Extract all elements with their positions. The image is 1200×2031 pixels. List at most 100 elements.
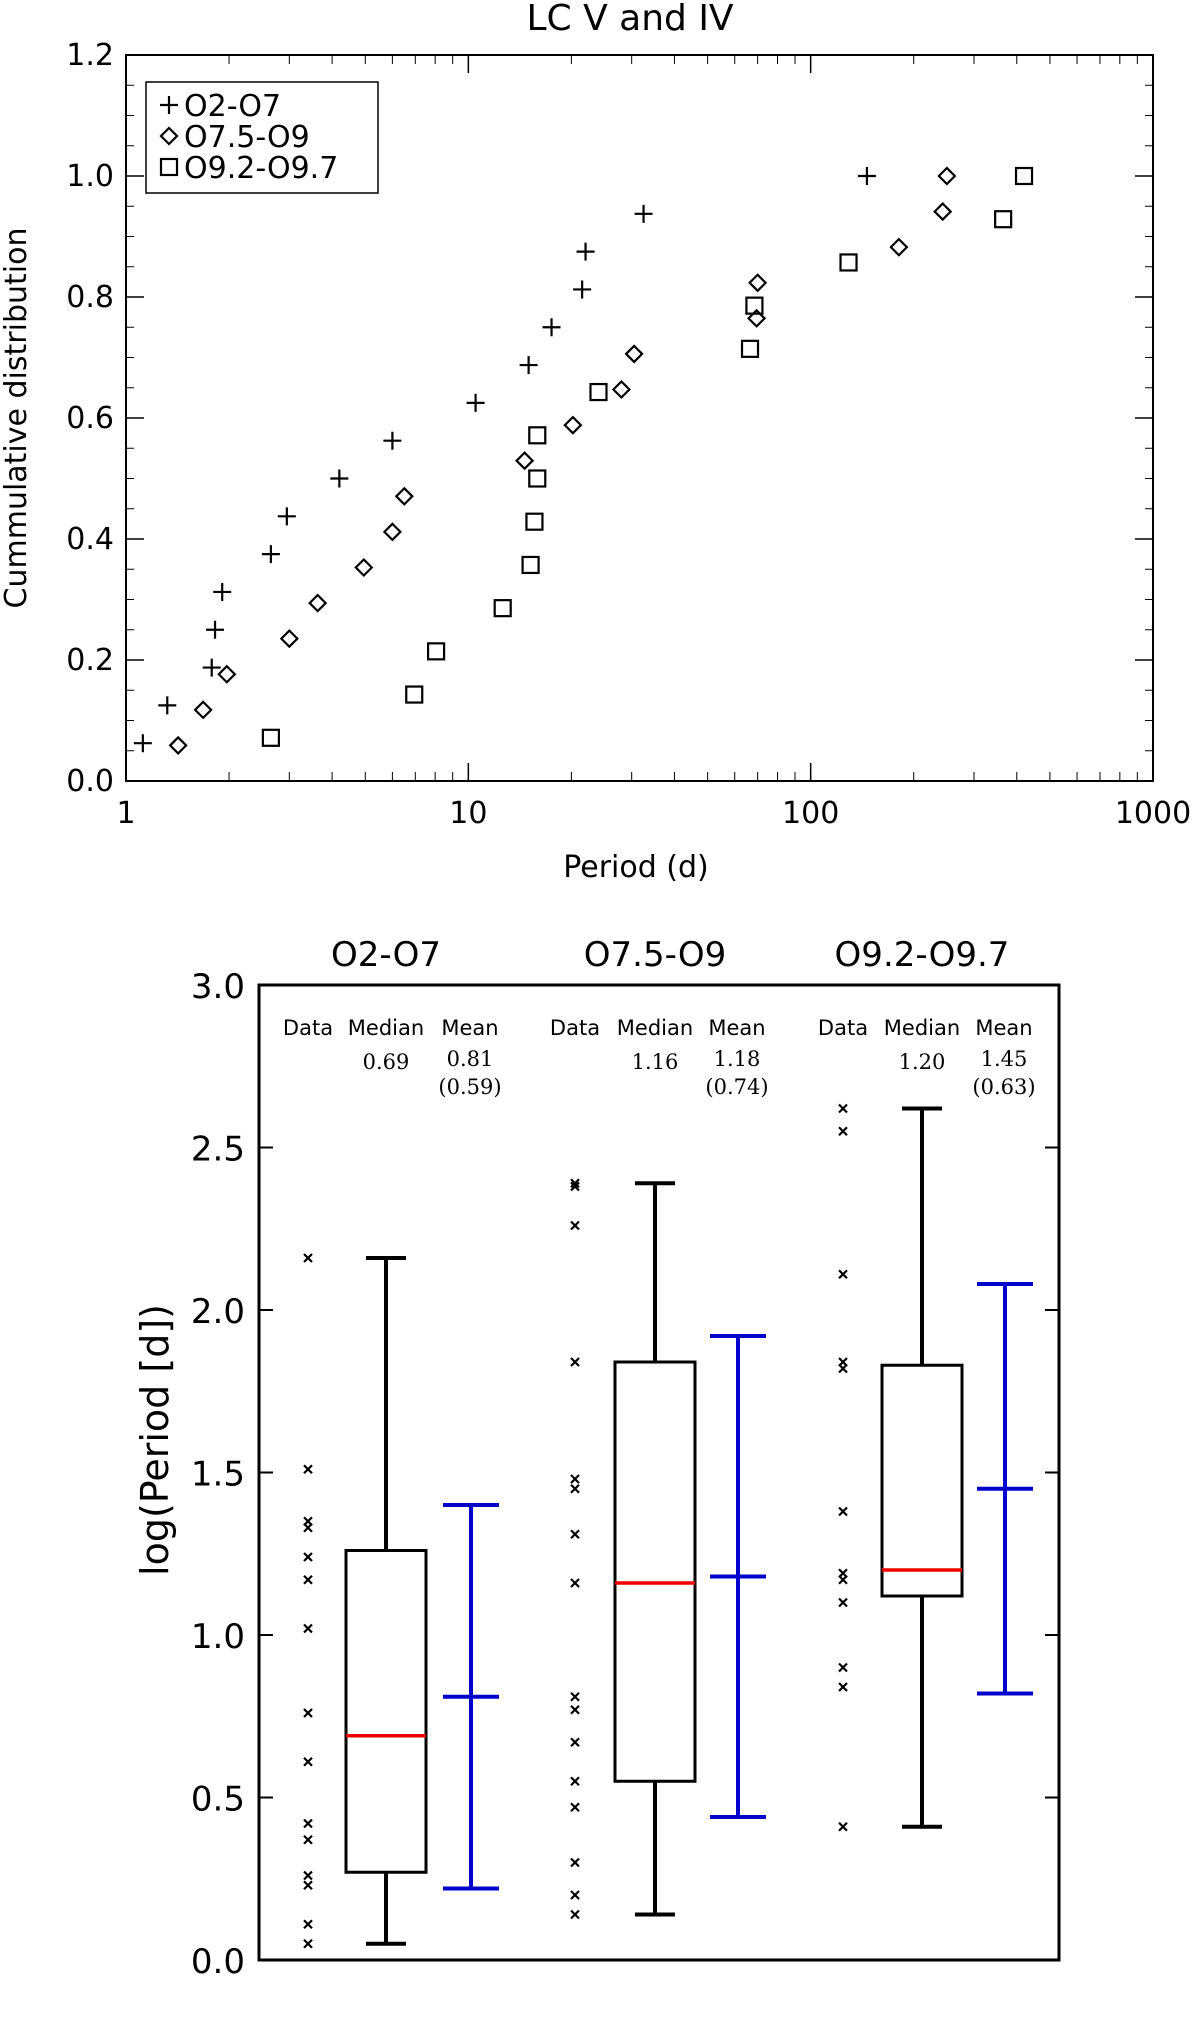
chart2-data-point bbox=[570, 1529, 580, 1540]
chart2-data-point bbox=[303, 1253, 313, 1263]
chart2-y-tick-label: 0.0 bbox=[191, 1942, 245, 1982]
boxplot-chart: log(Period [d]) 0.0 0.5 1.0 1.5 2.0 2.5 3.0 O2… bbox=[133, 935, 1061, 1982]
chart2-data-point bbox=[838, 1568, 848, 1579]
chart2-data-point bbox=[570, 1704, 580, 1715]
chart2-data-point bbox=[303, 1552, 313, 1562]
chart1-y-tick-label: 0.2 bbox=[66, 643, 114, 678]
chart2-col-header-data: Data bbox=[818, 1016, 868, 1040]
chart2-group-title: O9.2-O9.7 bbox=[835, 935, 1010, 975]
chart2-y-tick-label: 1.0 bbox=[191, 1617, 245, 1657]
chart1-point-plus bbox=[542, 318, 561, 337]
chart1-point-diamond bbox=[193, 700, 213, 720]
chart1-point-square bbox=[589, 382, 608, 402]
chart2-data-point bbox=[303, 1880, 313, 1891]
chart1-point-square bbox=[528, 426, 547, 445]
chart2-data-point bbox=[303, 1516, 313, 1527]
chart2-data-point bbox=[570, 1857, 580, 1868]
chart1-point-plus bbox=[206, 620, 225, 639]
chart1-point-plus bbox=[383, 431, 402, 450]
chart2-iqr-box bbox=[344, 1549, 428, 1874]
chart1-legend-marker-square bbox=[159, 157, 179, 177]
chart1-point-plus bbox=[634, 204, 653, 223]
chart1-point-plus bbox=[330, 469, 349, 488]
chart2-data-point bbox=[838, 1357, 848, 1367]
chart2-data-point bbox=[570, 1474, 580, 1484]
chart1-point-plus bbox=[466, 393, 485, 412]
chart2-data-point bbox=[838, 1269, 848, 1280]
chart2-data-point bbox=[570, 1483, 580, 1494]
chart1-point-plus bbox=[857, 167, 876, 185]
chart2-mean-value: 1.18 bbox=[714, 1047, 761, 1071]
chart1-legend-label: O7.5-O9 bbox=[184, 120, 310, 155]
chart2-col-header-median: Median bbox=[617, 1016, 693, 1040]
chart2-y-axis-label: log(Period [d]) bbox=[133, 1304, 177, 1576]
chart2-data-point bbox=[570, 1737, 580, 1748]
chart1-legend-marker-plus bbox=[160, 96, 178, 114]
chart1-point-diamond bbox=[611, 379, 631, 400]
chart2-data-point bbox=[838, 1126, 848, 1137]
chart2-col-header-data: Data bbox=[550, 1016, 600, 1040]
chart1-x-tick-label: 100 bbox=[782, 796, 839, 831]
chart2-data-point bbox=[303, 1938, 313, 1949]
chart2-data-point bbox=[303, 1708, 313, 1718]
chart1-point-plus bbox=[519, 356, 538, 375]
chart1-point-square bbox=[839, 253, 858, 272]
chart2-group: O9.2-O9.7 Data Median Mean 1.20 1.45 (0.63) bbox=[818, 935, 1036, 1832]
chart1-point-plus bbox=[576, 242, 595, 261]
chart1-point-diamond bbox=[747, 308, 767, 328]
chart1-point-diamond bbox=[563, 415, 583, 435]
chart2-data-point bbox=[838, 1682, 848, 1692]
chart2-data-point bbox=[838, 1506, 848, 1517]
chart1-x-axis-label: Period (d) bbox=[563, 850, 709, 885]
chart2-data-point bbox=[303, 1464, 313, 1475]
chart2-data-point bbox=[303, 1834, 313, 1845]
chart1-point-diamond bbox=[168, 735, 188, 755]
chart1-point-square bbox=[493, 599, 512, 618]
chart2-group: O7.5-O9 Data Median Mean 1.16 1.18 (0.74) bbox=[550, 935, 769, 1920]
chart1-legend-label: O9.2-O9.7 bbox=[184, 151, 338, 186]
chart1-point-diamond bbox=[279, 629, 299, 649]
chart2-y-tick-label: 0.5 bbox=[191, 1780, 245, 1820]
chart2-y-tick-label: 2.0 bbox=[191, 1292, 245, 1332]
chart1-x-tick-label: 1 bbox=[116, 796, 135, 831]
chart1-ticks: 0.0 0.2 0.4 0.6 0.8 1.0 1.2 1 10 100 1000 bbox=[66, 38, 1191, 831]
chart1-point-plus bbox=[202, 658, 221, 677]
chart1-point-diamond bbox=[748, 273, 768, 293]
chart2-data-point bbox=[570, 1178, 580, 1189]
chart1-point-square bbox=[525, 512, 544, 531]
chart1-y-tick-label: 1.0 bbox=[66, 159, 114, 194]
chart1-point-plus bbox=[213, 582, 232, 601]
chart2-mean-value: 0.81 bbox=[447, 1047, 494, 1071]
chart2-mean-value: 1.45 bbox=[981, 1047, 1028, 1071]
chart2-data-point bbox=[303, 1574, 313, 1585]
chart1-point-square bbox=[994, 210, 1013, 229]
chart1-y-tick-label: 1.2 bbox=[66, 38, 114, 73]
chart2-data-point bbox=[838, 1597, 848, 1608]
chart2-data-point bbox=[303, 1919, 313, 1930]
chart1-point-square bbox=[745, 296, 764, 315]
chart2-data-point bbox=[838, 1821, 848, 1832]
chart1-point-diamond bbox=[308, 593, 328, 613]
cumulative-distribution-chart: LC V and IV Cummulative distribution Per… bbox=[0, 0, 1191, 885]
chart2-std-value: (0.63) bbox=[972, 1075, 1035, 1099]
chart2-iqr-box bbox=[880, 1363, 964, 1598]
chart2-data-point bbox=[303, 1623, 313, 1634]
chart1-point-diamond bbox=[624, 344, 644, 364]
chart1-point-plus bbox=[261, 545, 280, 564]
chart1-point-plus bbox=[158, 696, 177, 715]
chart2-data-point bbox=[838, 1662, 848, 1673]
chart1-point-square bbox=[528, 469, 547, 488]
chart2-col-header-mean: Mean bbox=[441, 1016, 498, 1040]
chart2-data-point bbox=[570, 1357, 580, 1367]
chart2-data-point bbox=[570, 1578, 580, 1588]
chart2-data-point bbox=[838, 1103, 848, 1114]
chart1-legend-marker-diamond bbox=[159, 126, 179, 146]
chart2-col-header-data: Data bbox=[283, 1016, 333, 1040]
chart1-point-square bbox=[740, 339, 760, 358]
chart2-group: O2-O7 Data Median Mean 0.69 0.81 (0.59) bbox=[283, 935, 502, 1949]
chart2-data-point bbox=[303, 1756, 313, 1767]
chart1-point-plus bbox=[133, 734, 152, 753]
chart1-y-tick-label: 0.4 bbox=[66, 522, 114, 557]
chart1-legend-label: O2-O7 bbox=[184, 89, 281, 124]
